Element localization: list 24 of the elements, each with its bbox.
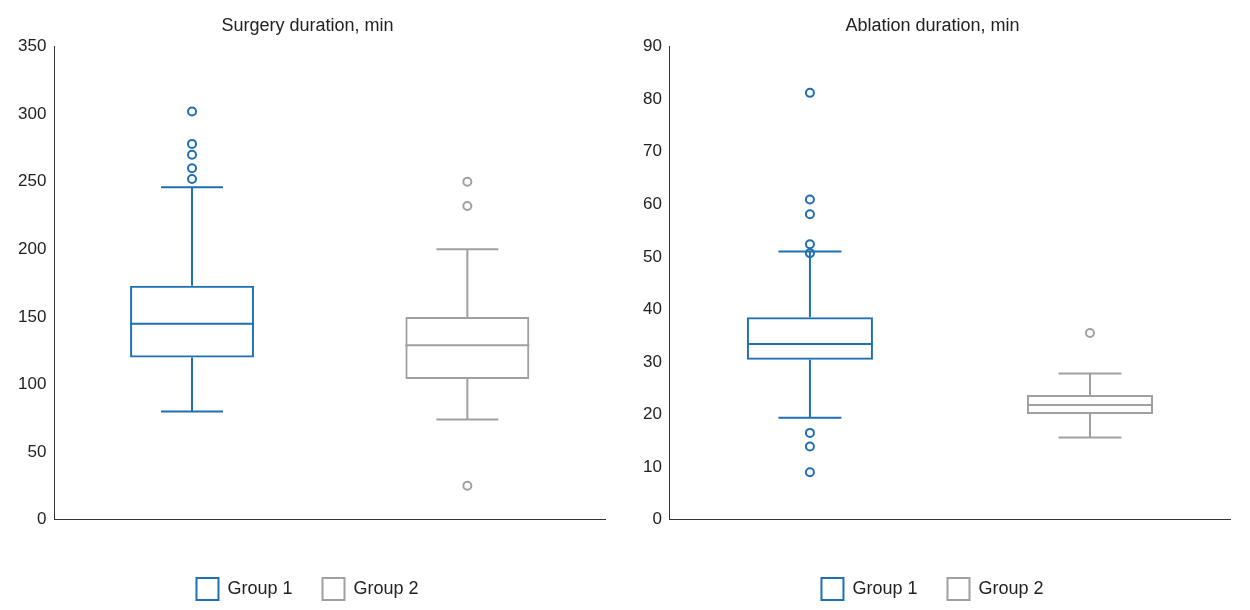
y-tick-label: 350 xyxy=(17,36,47,56)
y-tick-label: 0 xyxy=(36,509,47,529)
y-tick-label: 250 xyxy=(17,171,47,191)
y-tick-label: 150 xyxy=(17,306,47,326)
y-tick-label: 30 xyxy=(642,351,662,371)
y-tick-label: 100 xyxy=(17,374,47,394)
legend-label: Group 1 xyxy=(852,577,918,598)
y-tick-label: 0 xyxy=(652,509,662,529)
legend-label: Group 2 xyxy=(353,577,419,598)
chart-title: Ablation duration, min xyxy=(845,14,1020,35)
y-tick-label: 50 xyxy=(27,441,47,461)
y-tick-label: 90 xyxy=(642,36,662,56)
y-tick-label: 50 xyxy=(642,246,662,266)
y-tick-label: 40 xyxy=(642,299,662,319)
y-tick-label: 300 xyxy=(17,103,47,123)
y-tick-label: 70 xyxy=(642,141,662,161)
y-tick-label: 200 xyxy=(17,239,47,258)
y-tick-label: 60 xyxy=(642,193,662,213)
y-tick-label: 80 xyxy=(642,88,662,108)
legend-label: Group 2 xyxy=(978,577,1044,598)
legend-label: Group 1 xyxy=(227,577,293,598)
y-tick-label: 10 xyxy=(642,456,662,476)
y-tick-label: 20 xyxy=(642,404,662,424)
chart-title: Surgery duration, min xyxy=(221,14,394,35)
